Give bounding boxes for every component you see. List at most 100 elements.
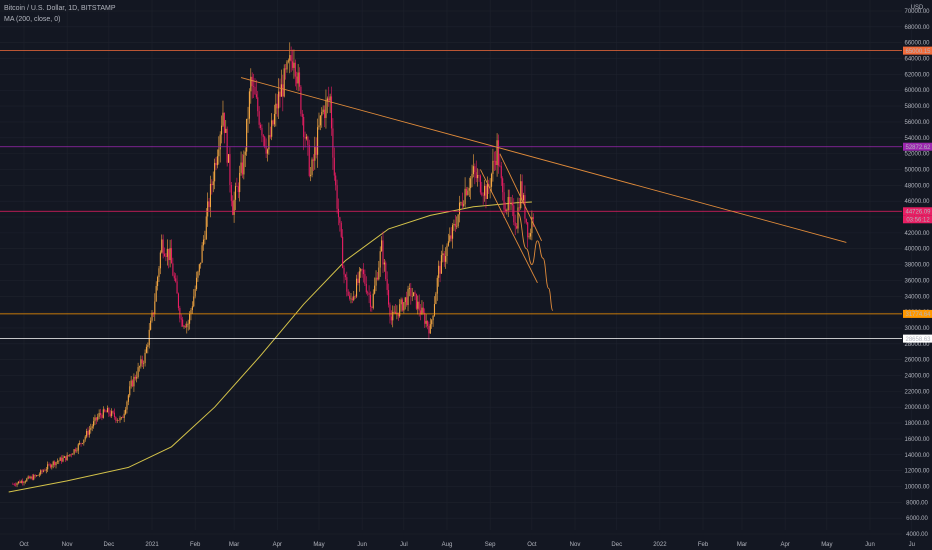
candle-body (315, 147, 317, 155)
candle-body (140, 359, 142, 367)
candle-body (63, 456, 65, 458)
candle-body (172, 263, 174, 276)
candle-body (83, 439, 85, 444)
x-tick-label: Apr (273, 542, 282, 548)
candle-body (520, 181, 522, 209)
candle-body (268, 135, 270, 150)
candle-body (197, 271, 199, 278)
candle-body (490, 173, 493, 187)
candle-body (23, 482, 25, 483)
candle-body (339, 217, 341, 223)
candle-body (383, 262, 385, 265)
candle-body (223, 112, 225, 133)
candle-body (125, 409, 127, 414)
candle-body (443, 253, 445, 262)
candle-body (381, 240, 383, 252)
candle-body (400, 299, 402, 305)
candle-body (67, 455, 70, 456)
candle-body (518, 207, 520, 209)
candle-body (248, 91, 250, 119)
candle-body (475, 172, 477, 179)
candle-body (414, 292, 416, 294)
candle-body (497, 140, 500, 166)
candle-body (318, 125, 320, 128)
time-axis[interactable]: Oct Nov Dec 2021 Feb Mar Apr May Jun Jul Aug Sep Oct… (19, 542, 915, 548)
candle-body (484, 185, 486, 196)
candle-body (368, 292, 370, 295)
candle-body (399, 304, 401, 317)
candle-body (37, 475, 39, 476)
candle-body (344, 274, 346, 278)
y-tick-label: 10000.00 (904, 484, 930, 490)
candle-body (19, 481, 21, 483)
candle-body (169, 248, 171, 261)
candle-body (255, 94, 257, 98)
candle-body (282, 84, 284, 97)
candle-body (294, 62, 296, 77)
candle-body (24, 481, 26, 483)
candle-body (454, 223, 456, 227)
candle-body (161, 239, 163, 253)
candle-body (99, 413, 102, 416)
candle-body (396, 312, 398, 314)
candle-body (204, 239, 206, 240)
candle-body (390, 316, 392, 321)
candle-body (504, 209, 506, 212)
candle-body (371, 307, 373, 308)
candle-body (236, 186, 238, 187)
candle-body (259, 124, 262, 129)
candle-body (101, 415, 103, 418)
candle-body (477, 175, 479, 179)
candle-body (385, 262, 387, 280)
candle-body (509, 196, 511, 205)
candle-body (162, 239, 164, 254)
x-tick-label: 2022 (653, 542, 667, 548)
candle-body (353, 296, 355, 300)
candle-body (266, 149, 269, 154)
candle-body (301, 113, 303, 117)
candle-body (183, 326, 185, 327)
candle-body (458, 202, 461, 215)
level-price-badge (903, 309, 932, 318)
candle-body (482, 194, 484, 196)
candle-body (151, 312, 153, 321)
symbol-title[interactable]: Bitcoin / U.S. Dollar, 1D, BITSTAMP (4, 5, 116, 12)
candle-body (450, 235, 452, 239)
candle-body (410, 288, 412, 297)
candle-body (154, 301, 156, 315)
candle-body (129, 386, 131, 396)
grid-lines (0, 0, 913, 535)
candle-body (239, 172, 241, 193)
price-axis[interactable]: 4000.00 6000.00 8000.00 10000.00 12000.00 140… (903, 9, 932, 538)
candle-body (495, 160, 497, 166)
candle-body (293, 62, 295, 68)
candle-body (88, 429, 90, 435)
candle-body (48, 464, 50, 465)
trend-line (240, 77, 847, 243)
indicator-label[interactable]: MA (200, close, 0) (4, 16, 61, 23)
candle-body (182, 319, 184, 327)
x-tick-label: Aug (442, 542, 453, 548)
candle-body (120, 417, 122, 419)
ma200-line (8, 201, 532, 493)
candle-body (510, 203, 512, 205)
candle-body (290, 55, 292, 62)
candle-body (467, 190, 469, 195)
y-tick-label: 64000.00 (904, 57, 930, 63)
x-tick-label: Feb (698, 542, 709, 548)
candle-body (531, 217, 533, 234)
x-tick-label: Apr (780, 542, 789, 548)
candle-body (118, 420, 120, 421)
candle-body (472, 166, 474, 175)
candle-body (330, 96, 333, 129)
y-tick-label: 38000.00 (904, 263, 930, 269)
candle-body (321, 111, 323, 116)
candle-body (291, 61, 294, 68)
candle-body (440, 255, 442, 274)
candle-body (187, 323, 189, 325)
x-tick-label: Nov (62, 542, 73, 548)
candle-body (73, 449, 75, 454)
y-tick-label: 20000.00 (904, 405, 930, 411)
y-tick-label: 54000.00 (904, 136, 930, 142)
